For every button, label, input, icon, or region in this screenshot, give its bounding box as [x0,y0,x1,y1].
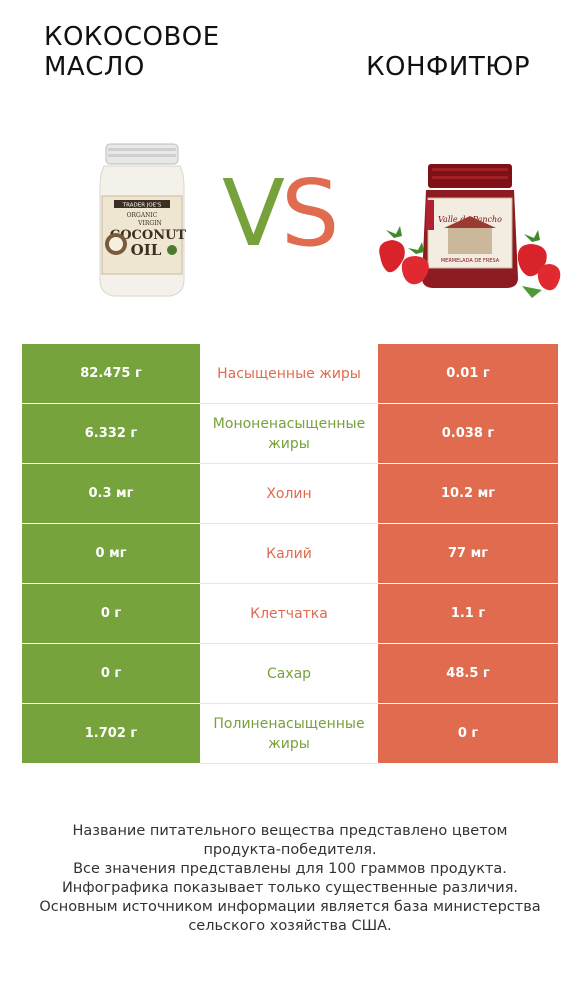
table-row: 6.332 г Мононенасыщенные жиры 0.038 г [22,404,558,464]
jam-label-sub: MERMELADA DE FRESA [441,258,500,264]
nutrient-name: Холин [200,464,378,524]
table-row: 0 г Сахар 48.5 г [22,644,558,704]
right-value: 10.2 мг [378,464,558,524]
left-value: 0 г [22,584,200,644]
comparison-table: 82.475 г Насыщенные жиры 0.01 г 6.332 г … [22,344,558,764]
nutrient-name: Мононенасыщенные жиры [200,404,378,464]
footer-line: Название питательного вещества представл… [72,823,508,839]
left-value: 0 г [22,644,200,704]
nutrient-name: Сахар [200,644,378,704]
right-value: 48.5 г [378,644,558,704]
left-value: 1.702 г [22,704,200,764]
table-row: 82.475 г Насыщенные жиры 0.01 г [22,344,558,404]
jam-jar-image: Valle de Pancho MERMELADA DE FRESA [379,164,561,298]
right-value: 0.01 г [378,344,558,404]
footer-line: Основным источником информации является … [39,899,541,915]
left-value: 6.332 г [22,404,200,464]
left-value: 82.475 г [22,344,200,404]
strawberry-group-right [517,230,561,298]
coconut-oil-jar-image: TRADER JOE'S ORGANIC VIRGIN COCONUT OIL [99,143,187,297]
table-row: 0 мг Калий 77 мг [22,524,558,584]
nutrient-name: Клетчатка [200,584,378,644]
footer-notes: Название питательного вещества представл… [20,822,560,936]
footer-line: продукта-победителя. [203,842,377,858]
table-row: 0 г Клетчатка 1.1 г [22,584,558,644]
coconut-label-brand: TRADER JOE'S [122,203,162,209]
right-product-title: КОНФИТЮР [366,52,530,82]
nutrient-name: Полиненасыщенные жиры [200,704,378,764]
footer-line: Все значения представлены для 100 граммо… [73,861,507,877]
left-value: 0 мг [22,524,200,584]
versus-label: VS [222,168,339,260]
right-value: 0 г [378,704,558,764]
right-value: 77 мг [378,524,558,584]
right-value: 0.038 г [378,404,558,464]
table-row: 0.3 мг Холин 10.2 мг [22,464,558,524]
versus-v: V [222,160,285,267]
coconut-label-line4: OIL [131,241,162,259]
left-product-title: КОКОСОВОЕ МАСЛО [44,22,220,82]
strawberry-group-left [379,226,432,285]
right-value: 1.1 г [378,584,558,644]
versus-s: S [280,160,339,267]
table-row: 1.702 г Полиненасыщенные жиры 0 г [22,704,558,764]
left-value: 0.3 мг [22,464,200,524]
coconut-label-line1: ORGANIC [127,212,158,219]
footer-line: сельского хозяйства США. [188,918,392,934]
footer-line: Инфографика показывает только существенн… [61,880,519,896]
nutrient-name: Калий [200,524,378,584]
nutrient-name: Насыщенные жиры [200,344,378,404]
coconut-label-line3: COCONUT [110,228,187,243]
coconut-label-line2: VIRGIN [137,220,162,227]
